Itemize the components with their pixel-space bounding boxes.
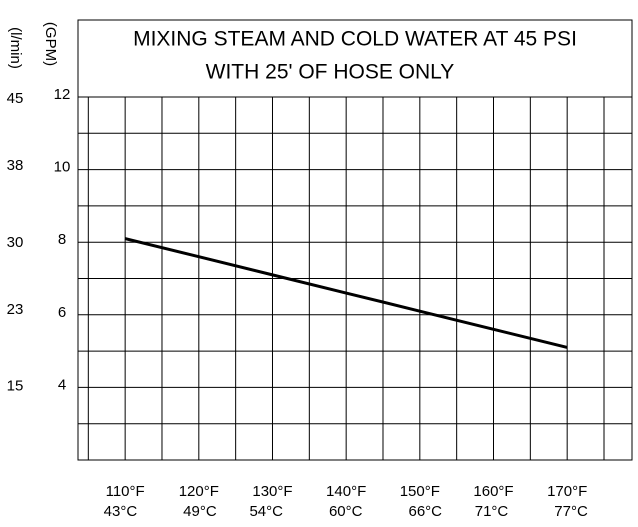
chart-title: MIXING STEAM AND COLD WATER AT 45 PSI [133, 28, 577, 51]
x2-tick-label: 60°C [329, 503, 363, 520]
y2-tick-label: 30 [7, 234, 24, 251]
x-tick-label: 120°F [179, 483, 219, 500]
x-tick-label: 150°F [400, 483, 440, 500]
x2-tick-label: 71°C [475, 503, 509, 520]
y2-tick-label: 45 [7, 90, 24, 107]
y2-tick-label: 15 [7, 378, 24, 395]
y-tick-label: 6 [58, 304, 66, 321]
x2-tick-label: 77°C [554, 503, 588, 520]
x2-tick-label: 54°C [249, 503, 283, 520]
y-tick-label: 4 [58, 376, 66, 393]
y-axis-label: (GPM) [42, 22, 59, 66]
y-tick-label: 8 [58, 231, 66, 248]
x2-tick-label: 49°C [183, 503, 217, 520]
y-tick-label: 12 [54, 86, 71, 103]
x-tick-label: 170°F [547, 483, 587, 500]
y2-axis-label: (l/min) [7, 27, 24, 69]
x2-tick-label: 66°C [408, 503, 442, 520]
y2-tick-label: 23 [7, 301, 24, 318]
x2-tick-label: 43°C [104, 503, 138, 520]
x-tick-label: 140°F [326, 483, 366, 500]
data-line [124, 237, 568, 349]
y-tick-label: 10 [54, 159, 71, 176]
y2-tick-label: 38 [7, 157, 24, 174]
frame [77, 19, 633, 461]
chart-subtitle: WITH 25' OF HOSE ONLY [206, 61, 455, 84]
x-tick-label: 160°F [473, 483, 513, 500]
x-tick-label: 110°F [106, 483, 145, 500]
x-tick-label: 130°F [252, 483, 292, 500]
